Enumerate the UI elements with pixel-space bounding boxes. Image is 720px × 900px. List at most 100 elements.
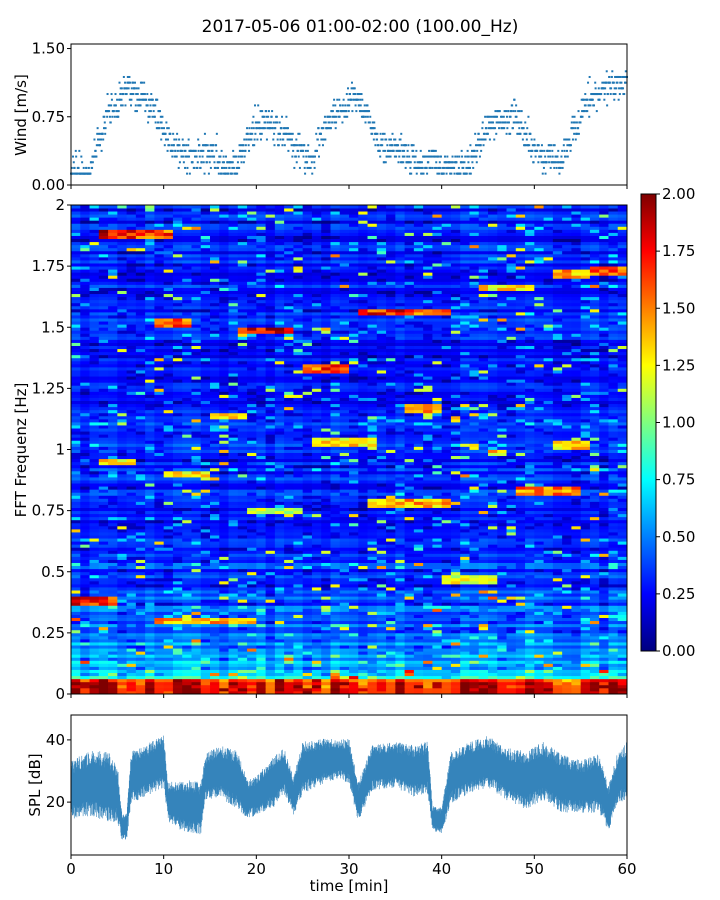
wind-point [193, 166, 196, 169]
spectrogram-cell [80, 577, 90, 582]
spectrogram-cell [191, 663, 202, 667]
wind-point [198, 155, 201, 158]
wind-point [490, 127, 493, 130]
spectrogram-cell [525, 681, 535, 686]
spectrogram-cell [219, 577, 229, 582]
spectrogram-cell [589, 538, 600, 542]
spectrogram-cell [534, 559, 544, 563]
spectrogram-cell [358, 571, 368, 576]
spectrogram-cell [349, 510, 359, 515]
wind-point [475, 161, 478, 164]
spectrogram-cell [349, 642, 359, 646]
wind-point [193, 149, 196, 152]
wind-point [509, 132, 512, 135]
spectrogram-cell [432, 522, 443, 527]
spectrogram-cell [608, 614, 619, 618]
wind-point [296, 149, 299, 152]
spectrogram-cell [284, 626, 294, 631]
wind-point [159, 110, 162, 113]
wind-point [150, 93, 153, 96]
spectrogram-cell [200, 577, 211, 582]
spectrogram-cell [552, 642, 563, 646]
wind-point [553, 144, 556, 147]
spectrogram-cell [80, 617, 90, 622]
spectrogram-cell [525, 565, 535, 570]
spectrogram-cell [497, 645, 507, 649]
spectrogram-cell [404, 605, 415, 609]
spectrogram-cell [145, 663, 155, 667]
spectrogram-cell [108, 513, 118, 518]
spectrogram-cell [450, 648, 461, 652]
spectrogram-cell [293, 532, 304, 536]
wind-point [108, 115, 111, 118]
spectrogram-cell [80, 532, 90, 536]
spectrogram-cell [423, 642, 433, 646]
spectrogram-cell [404, 681, 415, 686]
wind-point [136, 98, 139, 101]
spectrogram-cell [404, 556, 415, 560]
spectrogram-cell [154, 660, 165, 664]
spectrogram-cell [339, 587, 350, 591]
spectrogram-cell [552, 544, 563, 548]
spectrogram-cell [376, 541, 387, 545]
wind-point [501, 115, 504, 118]
spectrogram-cell [413, 519, 424, 524]
spectrogram-cell [478, 525, 489, 530]
spectrogram-cell [163, 559, 174, 563]
wind-point [251, 121, 254, 124]
spectrogram-cell [543, 602, 554, 606]
spectrogram-cell [200, 559, 211, 563]
spectrogram-cell [460, 602, 470, 606]
wind-point [129, 93, 132, 96]
spectrogram-cell [450, 654, 461, 658]
spectrogram-cell [126, 632, 137, 637]
spectrogram-cell [126, 620, 137, 625]
spectrogram-cell [460, 635, 470, 640]
spectrogram-cell [589, 550, 600, 554]
spectrogram-cell [376, 528, 387, 533]
wind-point [250, 127, 253, 130]
spectrogram-cell [599, 577, 609, 582]
spectrogram-cell [617, 574, 628, 579]
spectrogram-cell [589, 513, 600, 518]
spectrogram-cell [376, 620, 387, 625]
spectrogram-cell [311, 525, 322, 530]
spectrogram-cell [339, 642, 350, 646]
spectrogram-cell [469, 629, 480, 634]
spectrogram-cell [182, 681, 192, 686]
wind-point [222, 172, 225, 175]
spectrogram-cell [413, 645, 424, 649]
spectrogram-cell [265, 541, 276, 545]
spectrogram-cell [562, 681, 572, 686]
wind-point [202, 149, 205, 152]
spectrogram-cell [191, 580, 202, 585]
wind-point [85, 166, 88, 169]
spectrogram-cell [349, 608, 359, 612]
wind-point [194, 149, 197, 152]
spectrogram-cell [441, 528, 452, 533]
wind-point [495, 121, 498, 124]
spectrogram-cell [562, 648, 572, 652]
spectrogram-cell [404, 626, 415, 631]
spectrogram-cell [145, 556, 155, 560]
wind-point [405, 144, 408, 147]
spectrogram-cell [108, 654, 118, 658]
spectrogram-cell [145, 593, 155, 597]
spectrogram-cell [89, 571, 100, 576]
wind-point [279, 138, 282, 141]
wind-point [502, 121, 504, 124]
spectrogram-cell [339, 690, 350, 695]
spectrogram-cell [71, 663, 81, 667]
spectrogram-cell [163, 611, 174, 615]
spectrogram-cell [515, 525, 526, 530]
spectrogram-cell [580, 684, 591, 689]
spectrogram-cell [219, 632, 229, 637]
spectrogram-cell [135, 516, 146, 521]
spectrogram-cell [497, 596, 507, 600]
spectrogram-cell [460, 541, 470, 545]
spectrogram-cell [302, 532, 313, 536]
spectrogram-cell [98, 596, 109, 600]
wind-point [517, 132, 520, 135]
spectrogram-cell [450, 635, 461, 640]
